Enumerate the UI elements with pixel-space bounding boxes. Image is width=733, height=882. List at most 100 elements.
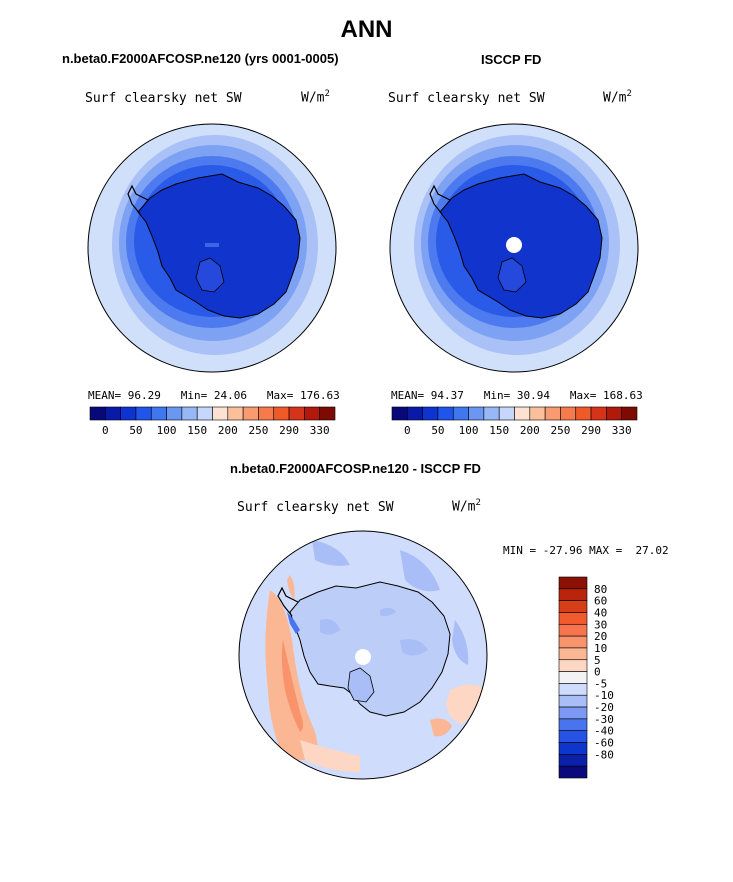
- colorbar-diff-swatch: [558, 754, 588, 767]
- colorbar-diff-swatch: [558, 576, 588, 590]
- colorbar-right-swatch: [452, 406, 469, 421]
- colorbar-left-swatch: [89, 406, 106, 421]
- panel-left-min: 24.06: [213, 389, 247, 402]
- colorbar-left-swatch: [288, 406, 305, 421]
- colorbar-diff-tick-label: -10: [594, 689, 614, 702]
- colorbar-left-tick-label: 290: [279, 424, 299, 437]
- colorbar-diff-tick-label: -20: [594, 701, 614, 714]
- colorbar-diff-tick-label: 10: [594, 642, 607, 655]
- colorbar-left-swatch: [242, 406, 259, 421]
- colorbar-diff-tick-label: 80: [594, 583, 607, 596]
- colorbar-left-tick-label: 200: [218, 424, 238, 437]
- colorbar-left-tick-label: 330: [310, 424, 330, 437]
- colorbar-diff-swatch: [558, 588, 588, 601]
- panel-left-title: n.beta0.F2000AFCOSP.ne120 (yrs 0001-0005…: [62, 51, 339, 66]
- colorbar-left-swatch: [304, 406, 320, 421]
- colorbar-left-tick-label: 50: [129, 424, 142, 437]
- map-diff: [238, 530, 488, 780]
- colorbar-left-tick-label: 0: [102, 424, 109, 437]
- panel-left-mean: 96.29: [127, 389, 161, 402]
- panel-left-variable: Surf clearsky net SW: [85, 91, 242, 106]
- colorbar-right-tick-label: 0: [404, 424, 411, 437]
- colorbar-diff-tick-label: 30: [594, 618, 607, 631]
- colorbar-left-swatch: [227, 406, 244, 421]
- panel-right-max: 168.63: [603, 389, 643, 402]
- colorbar-diff-tick-label: 60: [594, 595, 607, 608]
- colorbar-right-tick-label: 50: [431, 424, 444, 437]
- panel-left-max: 176.63: [300, 389, 340, 402]
- colorbar-left-swatch: [166, 406, 183, 421]
- colorbar-right-swatch: [529, 406, 546, 421]
- colorbar-diff-swatch: [558, 718, 588, 732]
- colorbar-left-swatch: [258, 406, 275, 421]
- colorbar-diff-tick-label: -30: [594, 713, 614, 726]
- panel-diff-min: -27.96: [542, 544, 583, 557]
- figure-title: ANN: [340, 16, 393, 43]
- colorbar-left-swatch: [120, 406, 137, 421]
- colorbar-left-swatch: [212, 406, 229, 421]
- colorbar-right-tick-label: 100: [459, 424, 479, 437]
- colorbar-right-swatch: [514, 406, 531, 421]
- panel-right-title: ISCCP FD: [481, 52, 542, 67]
- colorbar-left-swatch: [196, 406, 213, 421]
- colorbar-diff-tick-label: 20: [594, 630, 607, 643]
- panel-diff-units: W/m2: [452, 498, 481, 515]
- colorbar-right-swatch: [468, 406, 485, 421]
- colorbar-right-swatch: [544, 406, 561, 421]
- colorbar-diff-tick-label: -80: [594, 748, 614, 761]
- colorbar-diff-swatch: [558, 765, 588, 779]
- panel-left-stats: MEAN= 96.29 Min= 24.06 Max= 176.63: [88, 389, 340, 402]
- colorbar-diff-swatch: [558, 706, 588, 720]
- colorbar-diff-tick-label: -60: [594, 737, 614, 750]
- panel-diff-stats: MIN = -27.96 MAX = 27.02: [503, 544, 669, 557]
- colorbar-diff-tick-label: 0: [594, 666, 601, 679]
- colorbar-left-swatch: [150, 406, 167, 421]
- colorbar-right-swatch: [575, 406, 592, 421]
- colorbar-right-swatch: [590, 406, 607, 421]
- antarctica-diff: [289, 581, 451, 717]
- colorbar-right-tick-label: 200: [520, 424, 540, 437]
- colorbar-left-swatch: [319, 406, 336, 421]
- colorbar-right-swatch: [606, 406, 622, 421]
- panel-right-min: 30.94: [516, 389, 550, 402]
- colorbar-right-swatch: [560, 406, 577, 421]
- panel-right-mean: 94.37: [430, 389, 464, 402]
- colorbar-left-tick-label: 250: [249, 424, 269, 437]
- colorbar-diff-tick-label: -40: [594, 725, 614, 738]
- colorbar-diff-swatch: [558, 612, 588, 625]
- colorbar-left-tick-label: 150: [187, 424, 207, 437]
- colorbar-diff-swatch: [558, 635, 588, 649]
- colorbar-right-swatch: [407, 406, 423, 421]
- panel-diff-max: 27.02: [635, 544, 669, 557]
- colorbar-right-swatch: [391, 406, 408, 421]
- colorbar-left-swatch: [181, 406, 198, 421]
- colorbar-diff-swatch: [558, 730, 588, 743]
- colorbar-diff-tick-label: 5: [594, 654, 601, 667]
- panel-right-variable: Surf clearsky net SW: [388, 91, 545, 106]
- colorbar-right-tick-label: 250: [551, 424, 571, 437]
- panel-right-stats: MEAN= 94.37 Min= 30.94 Max= 168.63: [391, 389, 643, 402]
- colorbar-diff-tick-label: 40: [594, 606, 607, 619]
- colorbar-left-swatch: [105, 406, 121, 421]
- colorbar-diff-tick-label: -5: [594, 677, 607, 690]
- colorbar-left-swatch: [135, 406, 152, 421]
- map-left: [87, 123, 337, 373]
- colorbar-diff-swatch: [558, 623, 588, 637]
- colorbar-left-swatch: [273, 406, 290, 421]
- colorbar-diff-swatch: [558, 671, 588, 684]
- colorbar-diff-swatch: [558, 600, 588, 613]
- colorbar-right-tick-label: 330: [612, 424, 632, 437]
- colorbar-left-tick-label: 100: [157, 424, 177, 437]
- colorbar-diff-swatch: [558, 647, 588, 661]
- colorbar-right-swatch: [437, 406, 454, 421]
- panel-left-units: W/m2: [301, 89, 330, 106]
- colorbar-right: 0 50 100 150 200 250 290 330: [391, 406, 638, 437]
- colorbar-diff-swatch: [558, 694, 588, 708]
- colorbar-right-swatch: [483, 406, 500, 421]
- colorbar-right-swatch: [498, 406, 515, 421]
- colorbar-diff-swatch: [558, 659, 588, 672]
- colorbar-right-tick-label: 150: [489, 424, 509, 437]
- panel-right-units: W/m2: [603, 89, 632, 106]
